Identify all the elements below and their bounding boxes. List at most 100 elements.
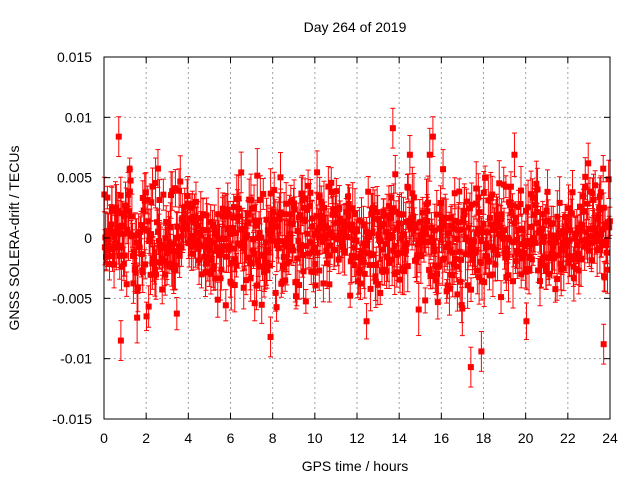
marker: [156, 197, 163, 204]
y-axis-label: GNSS SOLERA-drift / TECUs: [6, 146, 22, 331]
marker: [566, 237, 573, 244]
marker: [549, 250, 556, 257]
marker: [260, 190, 267, 197]
marker: [538, 258, 545, 265]
marker: [258, 301, 265, 308]
marker: [241, 243, 248, 250]
marker: [155, 238, 162, 245]
marker: [377, 290, 384, 297]
marker: [306, 250, 313, 257]
marker: [370, 251, 377, 258]
marker: [456, 248, 463, 255]
marker: [254, 172, 261, 179]
marker: [428, 224, 435, 231]
data-point: [603, 241, 610, 265]
data-point: [604, 245, 611, 294]
marker: [543, 207, 550, 214]
marker: [597, 189, 604, 196]
marker: [541, 254, 548, 261]
data-point: [605, 159, 612, 199]
marker: [555, 252, 562, 259]
marker: [463, 198, 470, 205]
marker: [121, 252, 128, 259]
chart-title: Day 264 of 2019: [304, 19, 407, 35]
marker: [482, 174, 489, 181]
data-point: [243, 265, 250, 296]
marker: [326, 281, 333, 288]
marker: [145, 218, 152, 225]
marker: [228, 280, 235, 287]
marker: [546, 270, 553, 277]
marker: [569, 189, 576, 196]
marker: [487, 195, 494, 202]
marker: [499, 235, 506, 242]
marker: [592, 182, 599, 189]
marker: [296, 282, 303, 289]
marker: [251, 300, 258, 307]
marker: [481, 279, 488, 286]
marker: [266, 262, 273, 269]
marker: [168, 192, 175, 199]
marker: [453, 263, 460, 270]
data-point: [128, 193, 135, 240]
marker: [122, 202, 129, 209]
marker: [291, 200, 298, 207]
marker: [218, 249, 225, 256]
marker: [115, 133, 122, 140]
marker: [544, 188, 551, 195]
marker: [516, 248, 523, 255]
data-point: [468, 277, 475, 302]
marker: [211, 226, 218, 233]
marker: [403, 241, 410, 248]
marker: [401, 268, 408, 275]
marker: [479, 229, 486, 236]
marker: [138, 251, 145, 258]
marker: [600, 165, 607, 172]
marker: [276, 216, 283, 223]
data-point: [169, 171, 176, 211]
marker: [149, 183, 156, 190]
marker: [552, 286, 559, 293]
x-tick-label: 18: [476, 430, 492, 446]
marker: [601, 274, 608, 281]
marker: [248, 259, 255, 266]
marker: [307, 239, 314, 246]
data-point: [482, 165, 489, 191]
data-point: [316, 250, 323, 291]
marker: [440, 221, 447, 228]
marker: [554, 276, 561, 283]
marker: [305, 182, 312, 189]
marker: [374, 281, 381, 288]
data-point: [238, 151, 245, 194]
marker: [452, 255, 459, 262]
marker: [399, 231, 406, 238]
marker: [457, 226, 464, 233]
marker: [144, 197, 151, 204]
data-point: [487, 171, 494, 225]
marker: [509, 202, 516, 209]
marker: [361, 270, 368, 277]
marker: [545, 217, 552, 224]
marker: [261, 269, 268, 276]
data-point: [363, 303, 370, 340]
marker: [493, 212, 500, 219]
marker: [251, 251, 258, 258]
data-point: [156, 179, 163, 221]
x-tick-label: 14: [391, 430, 407, 446]
marker: [422, 231, 429, 238]
marker: [120, 260, 127, 267]
marker: [375, 231, 382, 238]
marker: [385, 203, 392, 210]
marker: [388, 209, 395, 216]
marker: [494, 218, 501, 225]
x-tick-label: 2: [142, 430, 150, 446]
data-point: [307, 179, 314, 207]
marker: [594, 216, 601, 223]
marker: [267, 190, 274, 197]
marker: [524, 237, 531, 244]
marker: [173, 234, 180, 241]
marker: [417, 239, 424, 246]
marker: [184, 200, 191, 207]
marker: [314, 249, 321, 256]
data-point: [505, 248, 512, 303]
